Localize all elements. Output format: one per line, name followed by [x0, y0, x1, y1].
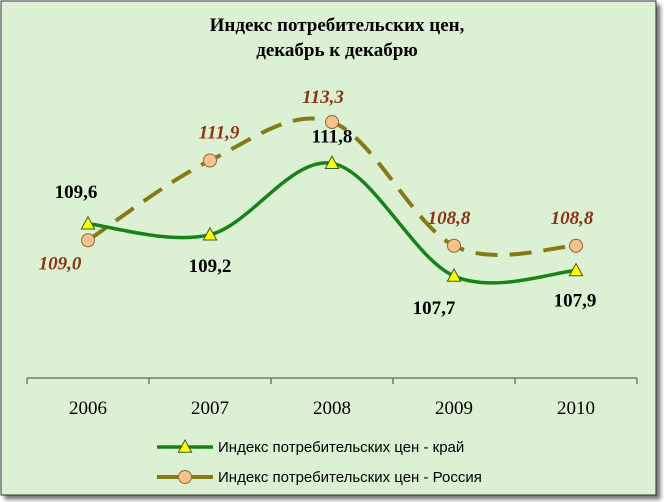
legend-marker	[178, 470, 192, 484]
legend: Индекс потребительских цен - край Индекс …	[157, 438, 482, 486]
data-label-region: 111,8	[312, 126, 353, 147]
data-label-russia: 108,8	[551, 208, 594, 229]
data-point-russia	[203, 153, 217, 168]
x-tick-label: 2008	[313, 398, 351, 419]
data-point-region	[446, 267, 462, 282]
x-tick-label: 2009	[435, 398, 473, 419]
data-point-russia	[569, 238, 583, 253]
data-label-region: 109,6	[55, 182, 98, 203]
chart-title-line-1: Индекс потребительских цен,	[210, 15, 465, 36]
data-label-russia: 109,0	[39, 253, 82, 274]
data-point-region	[202, 226, 218, 241]
data-point-region	[80, 215, 96, 230]
data-label-region: 109,2	[189, 256, 232, 277]
legend-label: Индекс потребительских цен - Россия	[218, 469, 482, 486]
x-tick-label: 2010	[557, 398, 595, 419]
data-point-russia	[81, 233, 95, 248]
data-label-russia: 111,9	[199, 123, 240, 144]
data-point-russia	[447, 238, 461, 253]
x-tick-label: 2006	[69, 398, 107, 419]
data-point-region	[324, 155, 340, 169]
data-label-russia: 113,3	[302, 87, 344, 108]
legend-marker	[177, 438, 193, 453]
x-tick-label: 2007	[191, 398, 229, 419]
data-label-region: 107,9	[554, 291, 597, 312]
data-label-russia: 108,8	[428, 208, 471, 229]
data-label-region: 107,7	[413, 298, 456, 319]
plot-area: 2006 2007 2008 2009 2010 109,6 109,2 111,8 107,7…	[26, 87, 638, 419]
data-point-region	[568, 262, 584, 277]
chart-title-line-2: декабрь к декабрю	[256, 40, 418, 61]
data-point-russia	[325, 115, 339, 129]
legend-label: Индекс потребительских цен - край	[218, 439, 464, 456]
